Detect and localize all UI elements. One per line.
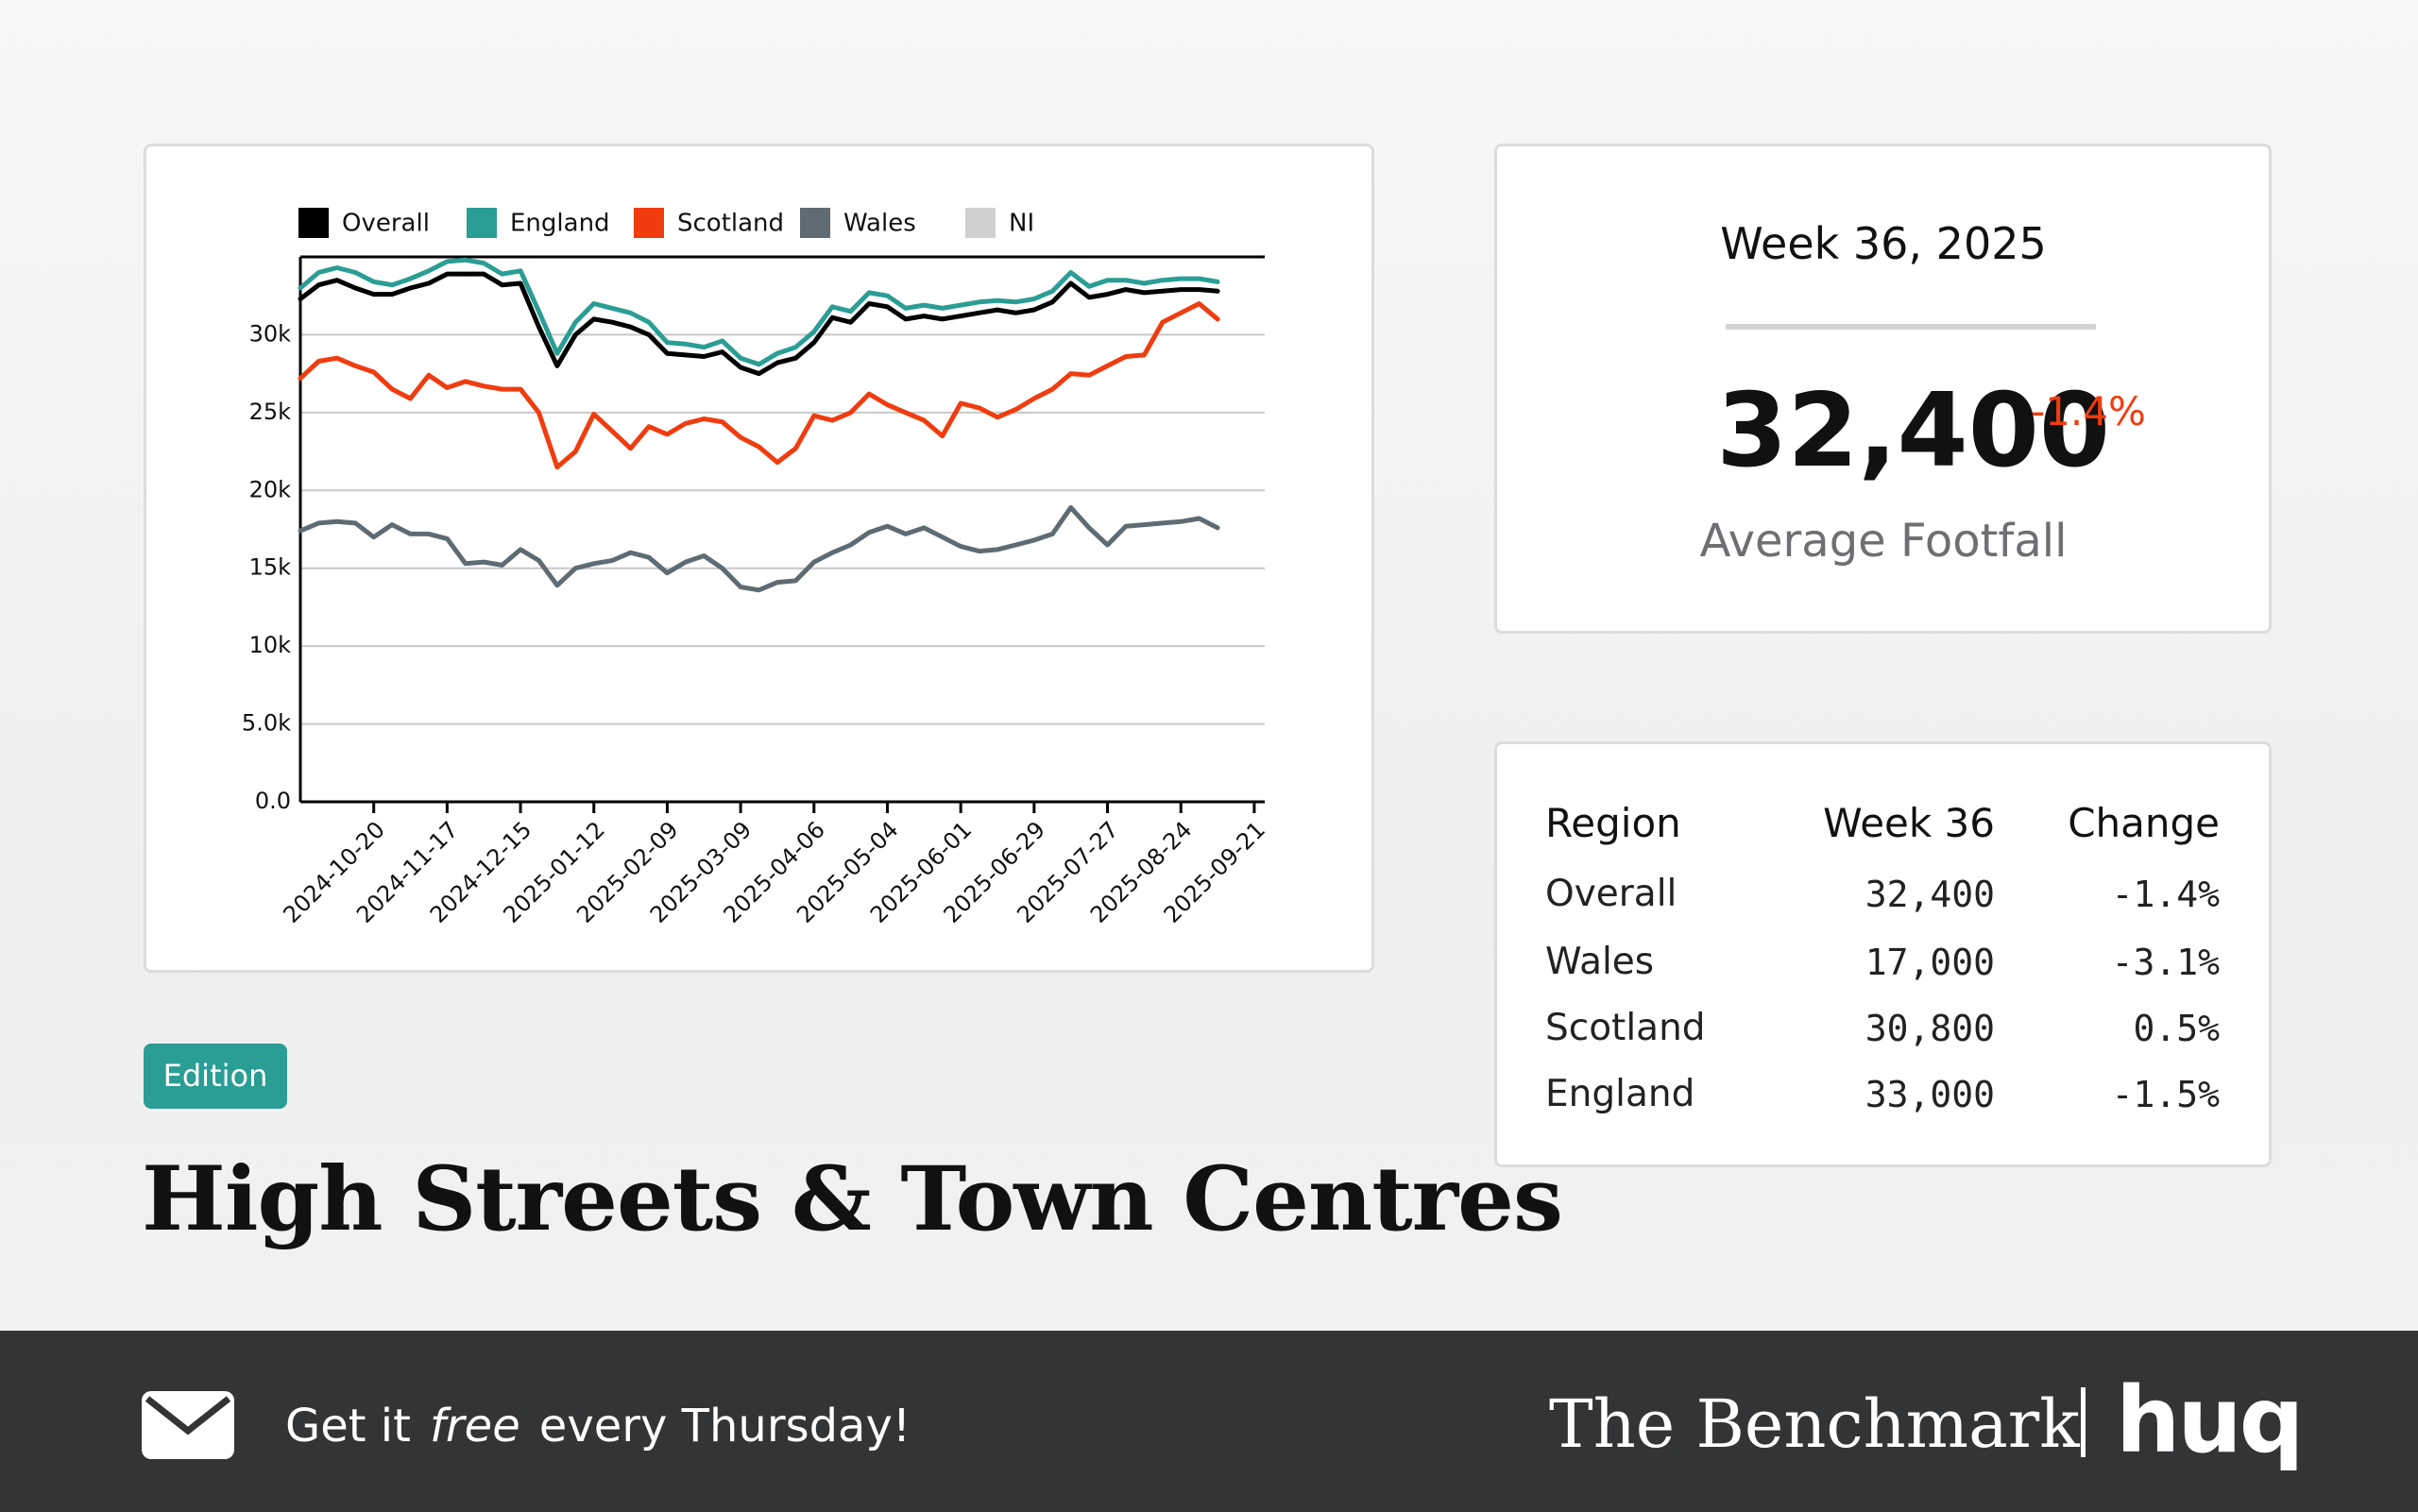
legend-label: NI — [1009, 210, 1034, 238]
summary-change: -1.4% — [2031, 388, 2146, 434]
cta[interactable]: Get it free every Thursday! — [285, 1393, 911, 1459]
y-tick-label: 15k — [249, 554, 292, 581]
table-cell: England — [1545, 1073, 1695, 1115]
chart: 0.05.0k10k15k20k25k30k2024-10-202024-11-… — [242, 208, 1270, 928]
y-tick-label: 10k — [249, 632, 292, 658]
summary-label: Average Footfall — [1699, 515, 2068, 568]
summary-value: 32,400 — [1716, 372, 2110, 490]
table-cell: 33,000 — [1865, 1074, 1995, 1115]
table-cell: Scotland — [1545, 1007, 1706, 1049]
legend-swatch — [634, 208, 664, 238]
table-cell: 0.5% — [2133, 1008, 2220, 1049]
chart-card: 0.0 5.0k 10k 15k 20k 25k 30k 2024-10-20 2024-11-… — [144, 144, 1374, 973]
table-cell: -1.4% — [2111, 874, 2220, 915]
legend-swatch — [800, 208, 830, 238]
mail-icon[interactable] — [142, 1391, 234, 1459]
y-tick-label: 0.0 — [255, 788, 291, 814]
cta-text: every Thursday! — [538, 1400, 911, 1453]
cta-emphasis: free — [430, 1400, 520, 1453]
table-cell: Overall — [1545, 873, 1677, 915]
divider — [1726, 324, 2096, 330]
y-tick-label: 25k — [249, 399, 292, 425]
legend-label: England — [510, 210, 610, 238]
series-line — [298, 271, 1220, 377]
y-tick-label: 20k — [249, 476, 292, 502]
series-line — [298, 504, 1220, 593]
table-header: Region — [1545, 800, 1681, 846]
table-cell: -3.1% — [2111, 942, 2220, 983]
legend-label: Wales — [843, 210, 916, 238]
footer: Get it free every Thursday! The Benchmar… — [0, 1331, 2418, 1512]
cta-text: Get it — [285, 1400, 411, 1453]
edition-badge: Edition — [144, 1044, 287, 1109]
brand: The Benchmark — [1549, 1385, 2080, 1463]
table-card: Region Week 36 Change Overall 32,400 -1.4% Wal… — [1494, 741, 2272, 1167]
table-cell: 17,000 — [1865, 942, 1995, 983]
table-header: Change — [2068, 800, 2220, 846]
table-header: Week 36 — [1823, 800, 1995, 846]
y-tick-label: 5.0k — [242, 710, 291, 737]
legend-label: Scotland — [677, 210, 784, 238]
summary-card: Week 36, 2025 32,400 -1.4% Average Footf… — [1494, 144, 2272, 634]
table-cell: 30,800 — [1865, 1008, 1995, 1049]
series-line — [298, 301, 1220, 470]
brand-separator — [2081, 1387, 2086, 1457]
summary-title: Week 36, 2025 — [1720, 218, 2047, 269]
series-line — [298, 257, 1220, 367]
legend-swatch — [965, 208, 996, 238]
headline: High Streets & Town Centres — [142, 1147, 1563, 1251]
legend-swatch — [298, 208, 329, 238]
legend-swatch — [467, 208, 497, 238]
logo: huq — [2116, 1368, 2304, 1473]
y-tick-label: 30k — [249, 320, 292, 347]
table-cell: -1.5% — [2111, 1074, 2220, 1115]
legend-label: Overall — [342, 210, 430, 238]
table-cell: 32,400 — [1865, 874, 1995, 915]
table-cell: Wales — [1545, 941, 1655, 983]
